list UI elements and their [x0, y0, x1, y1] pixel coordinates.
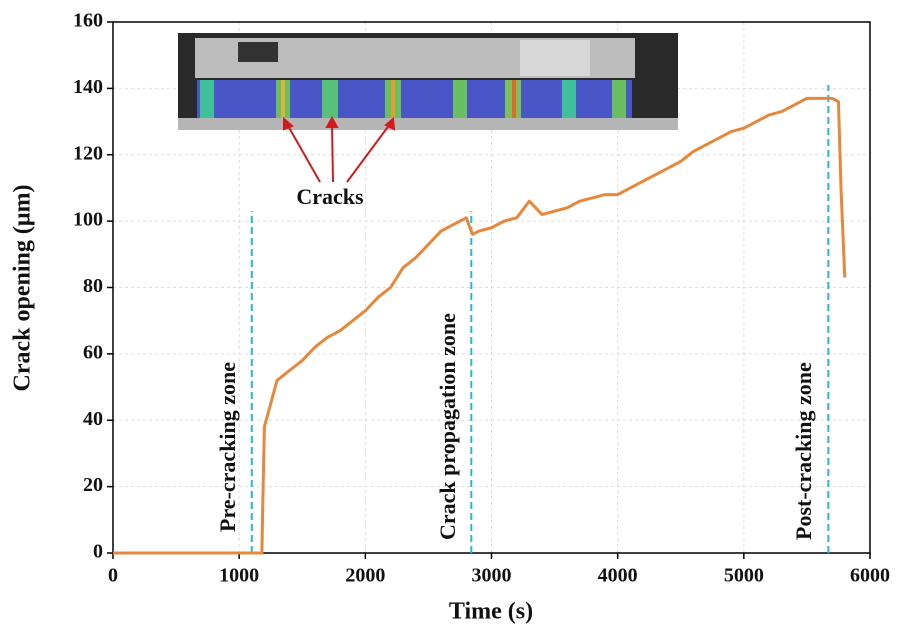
annotation: Crack propagation zone [435, 313, 460, 540]
y-tick-label: 140 [73, 76, 103, 98]
y-tick-label: 40 [83, 408, 103, 430]
inset-image [178, 33, 678, 130]
x-tick-label: 2000 [345, 565, 385, 587]
y-tick-label: 60 [83, 341, 103, 363]
y-tick-label: 100 [73, 209, 103, 231]
x-tick-label: 5000 [724, 565, 764, 587]
x-axis-label: Time (s) [449, 599, 533, 625]
annotation: Post-cracking zone [791, 362, 816, 540]
annotation: Pre-cracking zone [215, 362, 240, 532]
x-tick-label: 0 [108, 565, 118, 587]
x-tick-label: 3000 [472, 565, 512, 587]
x-tick-label: 4000 [598, 565, 638, 587]
y-tick-label: 20 [83, 474, 103, 496]
annotation: Cracks [296, 184, 364, 209]
y-tick-label: 0 [93, 541, 103, 563]
y-tick-label: 80 [83, 275, 103, 297]
y-tick-label: 120 [73, 142, 103, 164]
x-tick-label: 6000 [850, 565, 890, 587]
y-axis-label: Crack opening (μm) [10, 185, 36, 392]
plot-frame [112, 21, 871, 554]
crack-arrows [283, 115, 396, 183]
data-line [113, 96, 847, 555]
y-tick-label: 160 [73, 10, 103, 32]
x-tick-label: 1000 [219, 565, 259, 587]
